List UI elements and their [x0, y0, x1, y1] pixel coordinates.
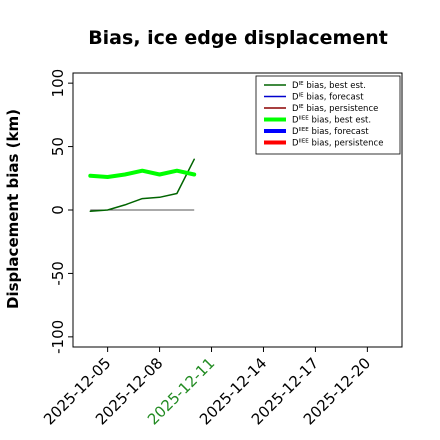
y-tick-label: 0	[49, 205, 67, 215]
chart-title: Bias, ice edge displacement	[88, 27, 388, 49]
legend: DIE bias, best est. DIE bias, forecastDIE…	[255, 75, 401, 155]
y-tick-label: -50	[49, 261, 67, 286]
legend-entry-1: DIE bias, forecast	[292, 93, 364, 103]
y-axis: 100 50 0 -50 -100	[49, 69, 73, 354]
legend-entry-4: DIIEE bias, forecast	[292, 127, 369, 137]
legend-entry-2: DIE bias, persistence	[292, 104, 378, 114]
y-tick-label: 100	[49, 69, 67, 98]
legend-entry-5: DIIEE bias, persistence	[292, 139, 383, 149]
y-tick-label: -100	[49, 320, 67, 354]
chart-marks	[88, 158, 197, 213]
y-axis-label: Displacement bias (km)	[4, 109, 22, 309]
y-tick-label: 50	[49, 137, 67, 156]
x-axis: 2025-12-052025-12-082025-12-112025-12-14…	[40, 347, 374, 428]
legend-entry-0: DIE bias, best est.	[292, 81, 366, 91]
legend-entry-3: DIIEE bias, best est.	[292, 116, 371, 126]
series-line-0	[89, 158, 195, 213]
series-line-3	[88, 168, 197, 179]
